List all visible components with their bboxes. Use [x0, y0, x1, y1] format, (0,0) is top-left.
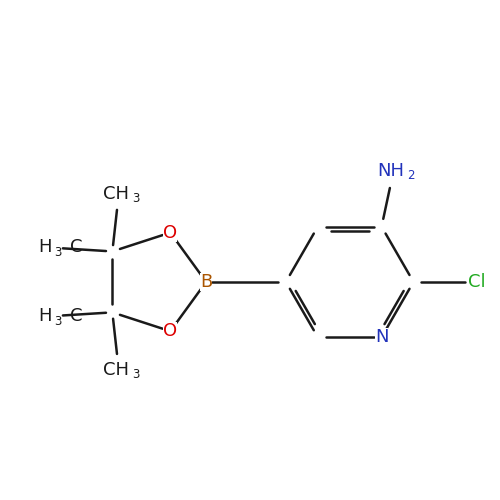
- Text: CH: CH: [104, 361, 130, 379]
- Text: 3: 3: [132, 192, 140, 205]
- Text: H: H: [38, 308, 52, 326]
- Text: O: O: [164, 322, 177, 340]
- Text: Cl: Cl: [468, 273, 486, 291]
- Text: 3: 3: [54, 246, 62, 259]
- Text: 3: 3: [54, 315, 62, 328]
- Text: 3: 3: [132, 368, 140, 381]
- Text: B: B: [200, 273, 212, 291]
- Text: NH: NH: [377, 162, 404, 180]
- Text: C: C: [70, 308, 82, 326]
- Text: 2: 2: [408, 169, 415, 182]
- Text: CH: CH: [104, 185, 130, 203]
- Text: C: C: [70, 238, 82, 256]
- Text: H: H: [38, 238, 52, 256]
- Text: O: O: [164, 224, 177, 242]
- Text: N: N: [375, 328, 388, 346]
